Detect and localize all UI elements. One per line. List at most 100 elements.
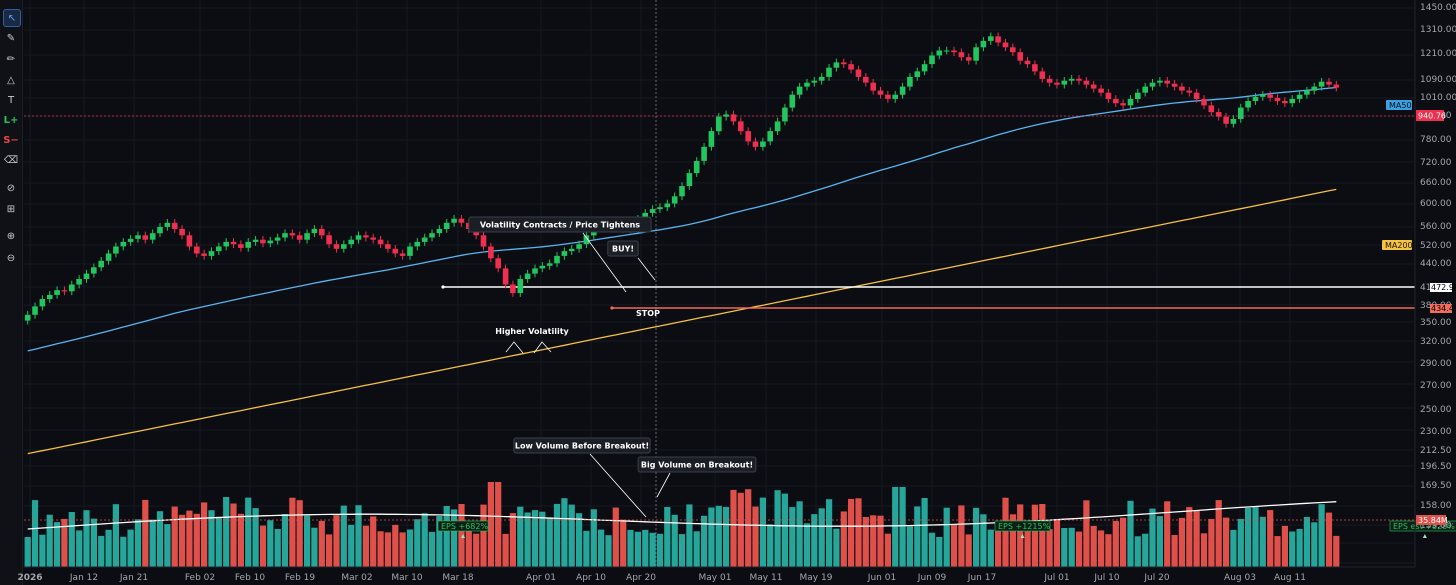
volume-bar [237, 513, 244, 567]
volume-bar [348, 524, 355, 567]
candle-body [436, 228, 443, 234]
price-tick-label: 350.00 [1420, 318, 1452, 328]
candle-body [1127, 98, 1134, 106]
eps-tag: EPS +1215% [998, 522, 1051, 531]
volume-bar [245, 497, 252, 567]
time-tick-label: 2026 [17, 573, 42, 583]
volume-bar [1090, 525, 1097, 567]
pencil-icon[interactable]: ✏ [6, 53, 16, 65]
volume-bar [1105, 534, 1112, 567]
shapes-icon[interactable]: △ [7, 74, 15, 86]
time-tick-label: Aug 11 [1274, 573, 1306, 583]
volume-bar [340, 505, 347, 567]
candle-body [848, 64, 854, 70]
eps-marker-icon [461, 534, 466, 538]
candle-body [135, 235, 141, 239]
volume-bar [267, 520, 274, 567]
volume-bar [127, 529, 134, 567]
volume-bar [495, 482, 502, 567]
candle-body [142, 235, 149, 240]
volume-bar [1083, 500, 1090, 567]
long-position-icon[interactable]: L+ [3, 114, 19, 126]
price-tick-label: 1090.00 [1420, 75, 1456, 85]
candle-body [686, 173, 693, 186]
ruler-icon[interactable]: ✎ [6, 32, 16, 44]
volume-bar [1193, 510, 1200, 567]
volume-bar [1289, 531, 1296, 567]
volume-bar [906, 526, 913, 567]
volume-bar [884, 533, 891, 567]
volume-bar [414, 519, 421, 567]
candle-body [1039, 71, 1046, 79]
price-tick-label: 270.00 [1420, 381, 1452, 391]
eraser-icon[interactable]: ⌫ [3, 154, 19, 166]
short-position-icon[interactable]: S− [3, 134, 19, 146]
zoom-in-icon[interactable]: ⊕ [6, 230, 16, 242]
candle-body [414, 241, 421, 247]
volume-bar [678, 534, 686, 567]
price-axis[interactable]: 1450.001310.001210.001090.001010.00855.0… [1382, 0, 1456, 567]
volume-bar [524, 512, 531, 567]
time-tick-label: Apr 20 [626, 573, 656, 583]
volume-ma-path [27, 501, 1337, 530]
time-axis[interactable]: 2026 Jan 12 Jan 21 Feb 02 Feb 10 Feb 19 Mar 02… [17, 566, 1415, 583]
candle-body [333, 244, 340, 249]
volume-bar [1237, 518, 1244, 567]
candle-body [965, 57, 972, 61]
candle-body [1090, 84, 1097, 89]
volume-bar [1208, 519, 1215, 567]
volume-bar [987, 529, 994, 567]
volume-bar [318, 520, 325, 567]
volume-bar [1127, 500, 1134, 567]
volume-bar [480, 504, 487, 567]
volume-bar [134, 519, 142, 567]
zoom-out-icon[interactable]: ⊖ [6, 252, 16, 264]
candle-body [377, 239, 384, 245]
volume-bar [1223, 517, 1230, 567]
volume-bar [1024, 531, 1031, 567]
volume-bar [179, 514, 186, 567]
time-tick-label: Mar 10 [391, 573, 423, 583]
volume-bar [1098, 530, 1105, 567]
time-tick-label: Feb 10 [235, 573, 266, 583]
big-volume-label: Big Volume on Breakout! [641, 461, 753, 470]
time-tick-label: Jun 09 [917, 573, 947, 583]
volume-bar [818, 508, 825, 567]
volume-bar [223, 497, 230, 567]
candle-body [1164, 80, 1170, 84]
candle-body [1076, 78, 1082, 81]
volume-bar [642, 529, 649, 567]
candle-body [914, 71, 921, 77]
price-tick-label: 250.00 [1420, 405, 1452, 415]
volume-bar [252, 508, 259, 567]
price-tick-label: 440.00 [1420, 259, 1452, 269]
time-tick-label: Mar 02 [341, 573, 372, 583]
volume-bar [98, 535, 105, 567]
volume-bar [693, 531, 700, 567]
cursor-icon[interactable]: ↖ [3, 9, 21, 27]
candle-body [995, 36, 1001, 43]
layers-icon[interactable]: ⊞ [6, 203, 16, 215]
volume-bar [1281, 525, 1288, 567]
candle-body [988, 36, 994, 41]
volume-bar [68, 512, 75, 567]
volume-bar [171, 506, 178, 567]
higher-volatility-right-arrow [533, 341, 552, 354]
candle-body [1201, 98, 1207, 106]
candle-body [796, 86, 803, 95]
level-anchor [441, 285, 445, 289]
ma50-path [27, 86, 1337, 352]
volume-bar [840, 511, 847, 567]
volume-bar [605, 535, 612, 567]
candle-body [319, 228, 325, 236]
candle-body [885, 94, 891, 99]
text-icon[interactable]: T [7, 94, 15, 106]
price-tick-label: 1450.00 [1420, 3, 1456, 13]
volume-bar [208, 510, 215, 567]
candle-body [929, 55, 935, 65]
hide-icon[interactable]: ⊘ [6, 182, 16, 194]
volume-bar [1296, 529, 1303, 567]
candle-body [1245, 101, 1251, 108]
volume-bar [634, 531, 641, 567]
